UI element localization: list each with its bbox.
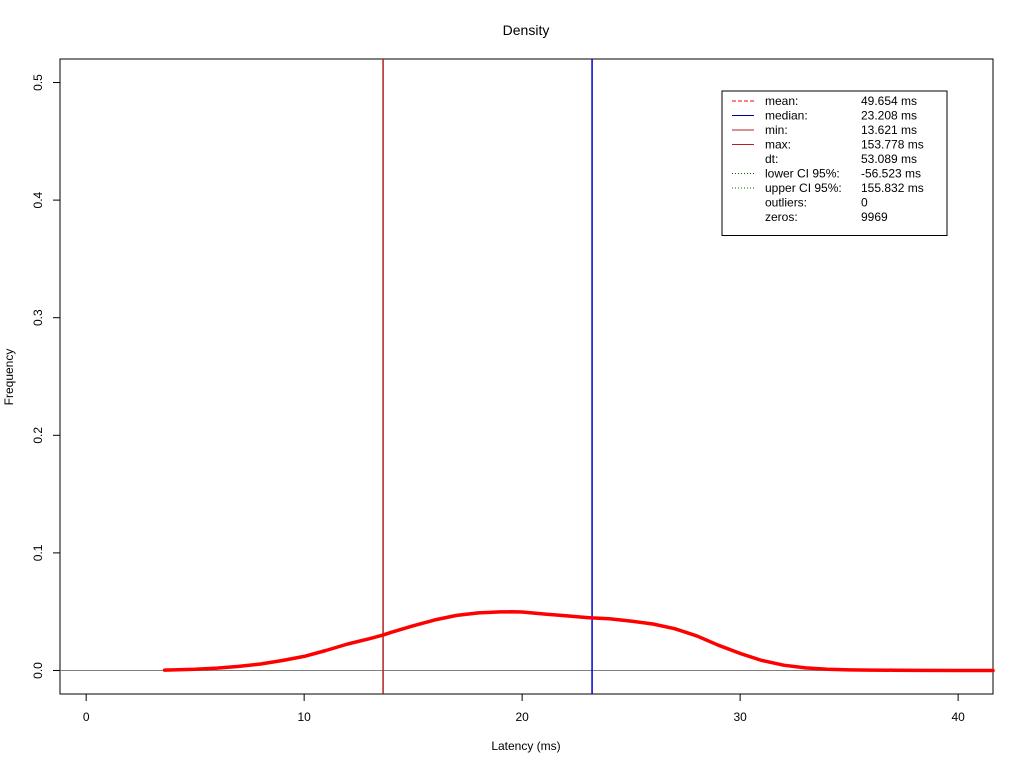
legend-label: dt: (765, 152, 778, 166)
x-tick-label: 40 (951, 710, 965, 724)
y-tick-label: 0.3 (31, 309, 45, 326)
legend-value: 0 (861, 196, 868, 210)
x-axis-label: Latency (ms) (491, 739, 560, 753)
x-tick-label: 20 (515, 710, 529, 724)
legend-value: 155.832 ms (861, 181, 924, 195)
legend-label: max: (765, 138, 791, 152)
legend-label: upper CI 95%: (765, 181, 842, 195)
legend-value: 23.208 ms (861, 109, 917, 123)
legend-value: 49.654 ms (861, 94, 917, 108)
legend-value: 153.778 ms (861, 138, 924, 152)
legend-label: outliers: (765, 196, 807, 210)
plot-area (60, 59, 995, 694)
y-tick-label: 0.2 (31, 427, 45, 444)
y-tick-label: 0.0 (31, 662, 45, 679)
x-tick-label: 0 (83, 710, 90, 724)
legend-value: 9969 (861, 210, 888, 224)
y-tick-label: 0.1 (31, 544, 45, 561)
y-tick-label: 0.5 (31, 74, 45, 91)
chart-title: Density (503, 22, 550, 38)
legend-box (721, 90, 948, 236)
legend-label: lower CI 95%: (765, 167, 840, 181)
legend-label: zeros: (765, 210, 798, 224)
y-axis-label: Frequency (2, 349, 16, 406)
legend-value: 13.621 ms (861, 123, 917, 137)
y-axis: 0.0 0.1 0.2 0.3 0.4 0.5 (31, 74, 61, 679)
x-tick-label: 10 (297, 710, 311, 724)
legend-label: mean: (765, 94, 798, 108)
legend: mean: 49.654 ms median: 23.208 ms min: 13.621… (721, 90, 948, 236)
legend-value: 53.089 ms (861, 152, 917, 166)
legend-label: min: (765, 123, 788, 137)
y-tick-label: 0.4 (31, 191, 45, 208)
x-tick-label: 30 (733, 710, 747, 724)
legend-label: median: (765, 109, 808, 123)
x-axis: 0 10 20 30 40 (83, 693, 965, 724)
density-curve (162, 610, 995, 673)
legend-value: -56.523 ms (861, 167, 921, 181)
